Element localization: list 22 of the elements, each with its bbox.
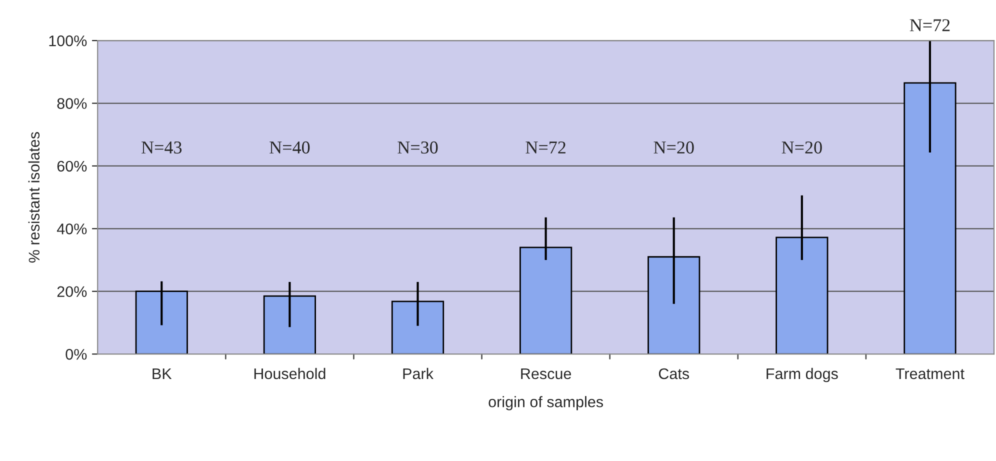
x-tick-label: Cats [658,368,690,380]
text: N=72 [910,19,950,32]
annotation: N=40 [270,141,310,154]
y-tick-label: 80% [57,98,87,109]
y-axis-title: % resistant isolates [28,132,40,263]
y-tick-label: 20% [57,286,87,298]
y-tick-label: 100% [49,35,87,46]
annotation: N=72 [526,141,566,154]
y-tick-label: 60% [57,160,87,172]
annotation: N=20 [654,141,694,154]
x-tick-label: Treatment [896,368,964,380]
x-tick-label: Household [254,368,326,380]
y-tick-label: 40% [56,224,87,234]
y-tick-label: 0% [66,348,87,360]
x-tick-label: Park [403,368,434,380]
annotation: N=43 [142,141,182,154]
annotation: N=30 [398,141,438,154]
x-tick-label: Farm dogs [766,368,838,382]
x-tick-label: BK [152,368,172,380]
x-axis-title: origin of samples [488,396,604,410]
x-tick-label: Rescue [521,368,572,380]
annotation: N=20 [782,141,822,154]
